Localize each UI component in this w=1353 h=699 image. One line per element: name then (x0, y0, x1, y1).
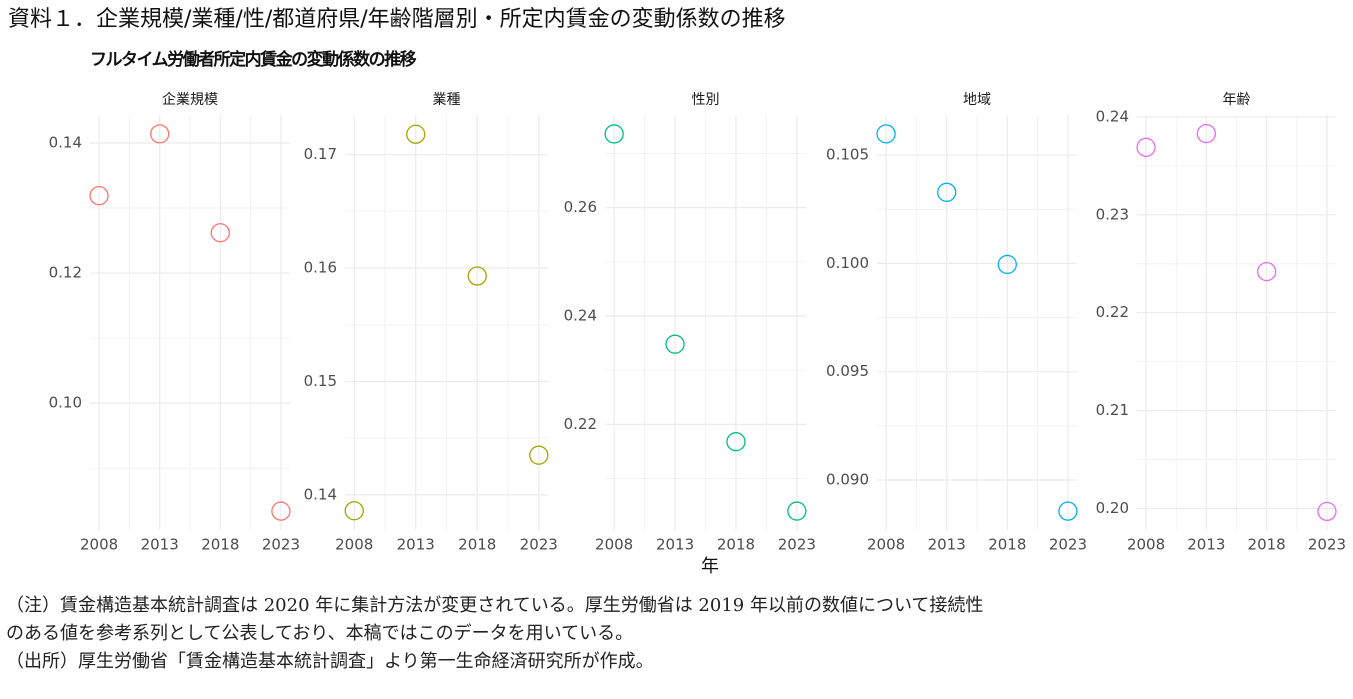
point (89, 186, 109, 206)
point (467, 266, 487, 286)
point (1317, 501, 1337, 522)
y-tick-label: 0.105 (826, 146, 869, 164)
point (1196, 123, 1216, 144)
note: のある値を参考系列として公表しており、本稿ではこのデータを用いている。 (6, 623, 633, 644)
point (1257, 261, 1277, 282)
x-tick-label: 2008 (80, 536, 118, 554)
facet-title: 業種 (433, 92, 461, 108)
facet-title: 性別 (692, 92, 720, 108)
y-tick-label: 0.10 (49, 394, 82, 412)
y-tick-label: 0.090 (826, 470, 869, 488)
y-tick-label: 0.15 (304, 372, 337, 390)
point (1058, 501, 1078, 521)
x-tick-label: 2008 (595, 536, 633, 554)
point (406, 124, 426, 144)
x-tick-label: 2008 (1127, 536, 1165, 554)
page-title: 資料１．企業規模/業種/性/都道府県/年齢階層別・所定内賃金の変動係数の推移 (8, 7, 786, 32)
y-tick-label: 0.17 (304, 145, 337, 163)
x-tick-label: 2008 (335, 536, 373, 554)
facet-title: 企業規模 (162, 91, 218, 108)
point (937, 182, 957, 202)
y-tick-label: 0.14 (49, 133, 82, 151)
y-tick-label: 0.14 (304, 485, 337, 503)
x-tick-label: 2018 (201, 536, 239, 554)
x-tick-label: 2018 (988, 536, 1026, 554)
x-tick-label: 2013 (1187, 536, 1225, 554)
facet-title: 年齢 (1223, 92, 1251, 108)
facet-title: 地域 (963, 92, 991, 108)
note: （注）賃金構造基本統計調査は 2020 年に集計方法が変更されている。厚生労働省… (6, 595, 983, 616)
x-tick-label: 2013 (928, 536, 966, 554)
point (210, 223, 230, 243)
y-tick-label: 0.095 (826, 362, 869, 380)
point (876, 124, 896, 144)
y-tick-label: 0.26 (564, 198, 597, 216)
chart-subtitle: フルタイム労働者所定内賃金の変動係数の推移 (90, 49, 417, 70)
point (344, 501, 364, 521)
x-tick-label: 2008 (867, 536, 905, 554)
x-tick-label: 2023 (1308, 536, 1346, 554)
point (997, 254, 1017, 275)
point (271, 501, 291, 521)
point (529, 445, 549, 465)
y-tick-label: 0.20 (1096, 499, 1129, 517)
x-tick-label: 2023 (520, 536, 558, 554)
x-tick-label: 2023 (262, 536, 300, 554)
y-tick-label: 0.24 (1096, 107, 1129, 125)
x-tick-label: 2013 (656, 536, 694, 554)
note: （出所）厚生労働省「賃金構造基本統計調査」より第一生命経済研究所が作成。 (6, 651, 654, 672)
y-tick-label: 0.22 (564, 415, 597, 433)
y-tick-label: 0.22 (1096, 303, 1129, 321)
point (726, 432, 746, 452)
point (150, 124, 170, 144)
point (787, 501, 807, 521)
x-tick-label: 2018 (1248, 536, 1286, 554)
x-axis-label: 年 (701, 556, 719, 577)
y-tick-label: 0.12 (49, 264, 82, 282)
x-tick-label: 2013 (141, 536, 179, 554)
y-tick-label: 0.23 (1096, 205, 1129, 223)
x-tick-label: 2013 (397, 536, 435, 554)
x-tick-label: 2018 (458, 536, 496, 554)
x-tick-label: 2023 (778, 536, 816, 554)
x-tick-label: 2018 (717, 536, 755, 554)
y-tick-label: 0.16 (304, 259, 337, 277)
point (1136, 137, 1156, 157)
y-tick-label: 0.100 (826, 254, 869, 272)
point (604, 124, 624, 144)
x-tick-label: 2023 (1049, 536, 1087, 554)
y-tick-label: 0.24 (564, 306, 597, 324)
y-tick-label: 0.21 (1096, 401, 1129, 419)
point (665, 334, 685, 354)
